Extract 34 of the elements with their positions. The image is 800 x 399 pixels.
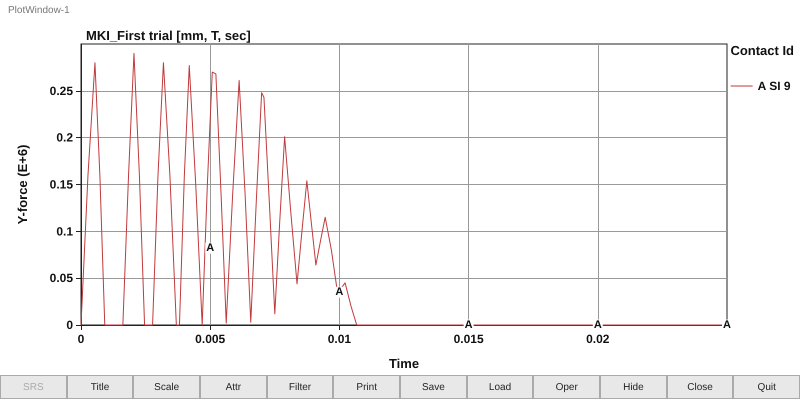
y-tick-label: 0.2 [56, 130, 74, 145]
y-axis-title: Y-force (E+6) [15, 144, 30, 224]
text: Title [66, 375, 134, 399]
text: Print [333, 375, 400, 399]
x-tick-label: 0.01 [328, 332, 352, 346]
annotation: A [335, 286, 344, 298]
text: Load [466, 375, 534, 399]
text: Oper [533, 375, 600, 399]
annotation: A [723, 319, 732, 331]
text: Hide [600, 375, 667, 399]
x-tick-label: 0.015 [454, 332, 484, 346]
legend-label: A SI 9 [758, 79, 791, 93]
y-tick-label: 0.05 [50, 271, 74, 286]
y-tick-label: 0 [66, 318, 74, 332]
legend-title: Contact Id [730, 43, 794, 58]
text: Save [400, 375, 467, 399]
text: Quit [733, 375, 800, 399]
annotation: A [206, 242, 214, 254]
text: Attr [200, 375, 267, 399]
annotation: A [464, 319, 473, 331]
text: Close [666, 375, 734, 399]
y-tick-label: 0.1 [56, 224, 74, 238]
chart-title: MKI_First trial [mm, T, sec] [86, 28, 251, 43]
x-tick-label: 0 [78, 332, 85, 346]
x-tick-label: 0.005 [195, 332, 226, 346]
text: SRS [0, 375, 67, 399]
text: PlotWindow-1 [0, 0, 800, 20]
y-tick-label: 0.15 [50, 178, 74, 192]
text: Scale [133, 375, 200, 399]
text: Filter [266, 375, 334, 399]
y-tick-label: 0.25 [50, 84, 74, 98]
x-axis-title: Time [388, 356, 420, 371]
x-tick-label: 0.02 [586, 332, 610, 346]
annotation: A [594, 319, 602, 331]
